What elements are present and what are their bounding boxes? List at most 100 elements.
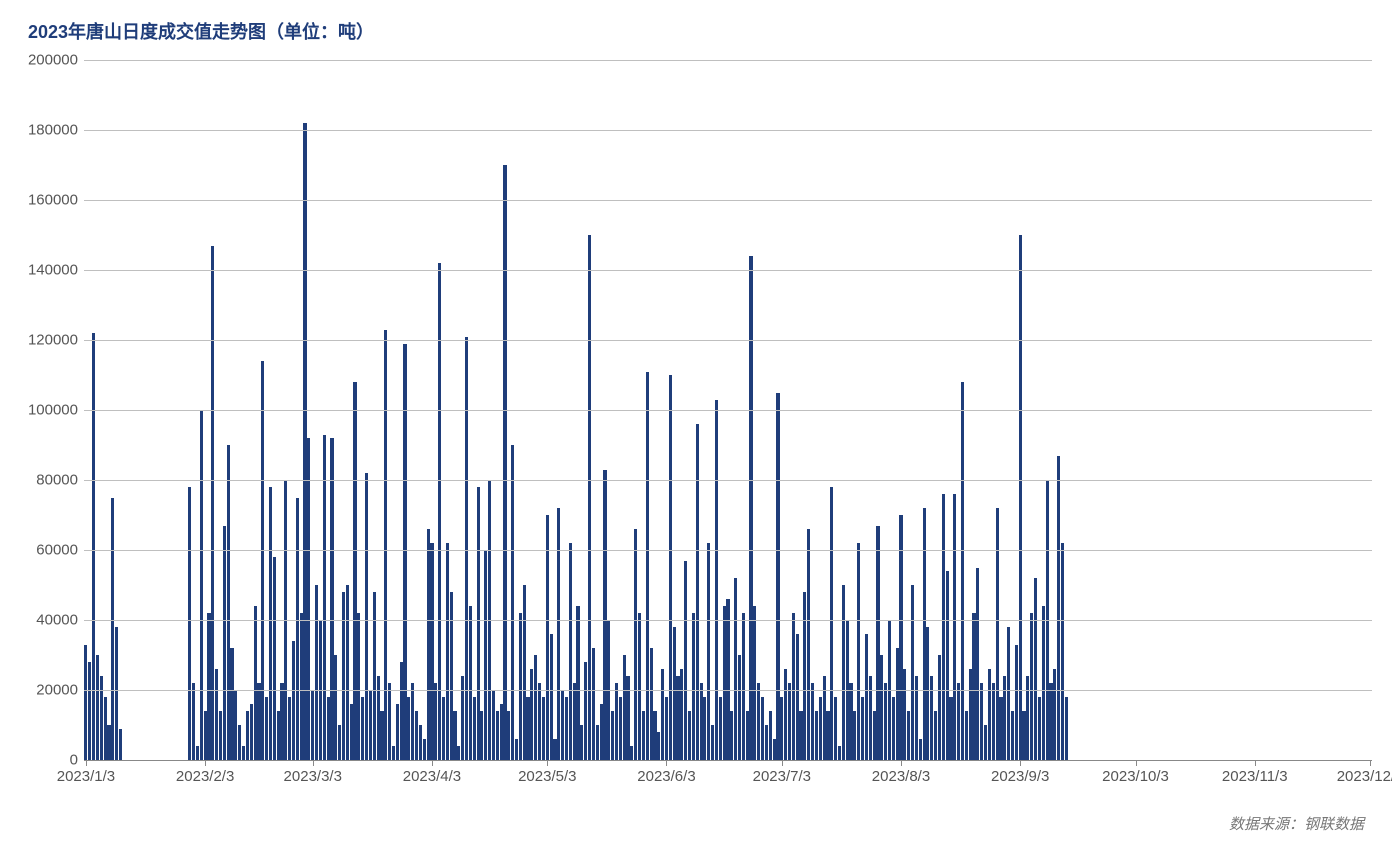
bar	[511, 445, 514, 760]
bar	[1049, 683, 1052, 760]
bar	[469, 606, 472, 760]
bar	[642, 711, 645, 760]
bar	[415, 711, 418, 760]
gridline	[84, 200, 1372, 201]
bar	[515, 739, 518, 760]
bar	[596, 725, 599, 760]
bar	[899, 515, 902, 760]
bar	[603, 470, 606, 761]
y-axis-label: 180000	[28, 122, 84, 139]
bar	[961, 382, 964, 760]
x-axis-label: 2023/2/3	[176, 760, 234, 785]
bar	[465, 337, 468, 761]
data-source-label: 数据来源：钢联数据	[1229, 813, 1364, 834]
bar	[838, 746, 841, 760]
bar	[576, 606, 579, 760]
bar	[480, 711, 483, 760]
bar	[561, 690, 564, 760]
bar	[1030, 613, 1033, 760]
bar	[592, 648, 595, 760]
bar	[630, 746, 633, 760]
bar	[1061, 543, 1064, 760]
bar	[211, 246, 214, 761]
bar	[926, 627, 929, 760]
bar	[496, 711, 499, 760]
bar	[327, 697, 330, 760]
bar	[811, 683, 814, 760]
bar	[1053, 669, 1056, 760]
bar	[907, 711, 910, 760]
bar	[823, 676, 826, 760]
gridline	[84, 60, 1372, 61]
bar	[799, 711, 802, 760]
bar	[242, 746, 245, 760]
bar	[269, 487, 272, 760]
bar	[873, 711, 876, 760]
bar	[477, 487, 480, 760]
bar	[734, 578, 737, 760]
bar	[265, 697, 268, 760]
bar	[411, 683, 414, 760]
bar	[746, 711, 749, 760]
bar	[553, 739, 556, 760]
bar	[957, 683, 960, 760]
bar	[861, 697, 864, 760]
bar	[849, 683, 852, 760]
bar	[346, 585, 349, 760]
bar	[742, 613, 745, 760]
bar	[807, 529, 810, 760]
gridline	[84, 760, 1372, 761]
bar	[696, 424, 699, 760]
bar	[523, 585, 526, 760]
bar	[757, 683, 760, 760]
bar	[646, 372, 649, 761]
bar	[930, 676, 933, 760]
bar	[946, 571, 949, 760]
bar	[215, 669, 218, 760]
bar	[557, 508, 560, 760]
bar	[373, 592, 376, 760]
bar	[392, 746, 395, 760]
bar	[726, 599, 729, 760]
x-axis-label: 2023/7/3	[753, 760, 811, 785]
x-axis-label: 2023/1/3	[57, 760, 115, 785]
bar	[634, 529, 637, 760]
gridline	[84, 620, 1372, 621]
bar	[584, 662, 587, 760]
x-axis-label: 2023/3/3	[284, 760, 342, 785]
bar	[280, 683, 283, 760]
bar	[188, 487, 191, 760]
bar	[796, 634, 799, 760]
bar	[980, 683, 983, 760]
bar	[534, 655, 537, 760]
bar	[669, 375, 672, 760]
bar	[457, 746, 460, 760]
bar	[769, 711, 772, 760]
bar	[246, 711, 249, 760]
bar	[773, 739, 776, 760]
y-axis-label: 80000	[36, 472, 84, 489]
bar	[257, 683, 260, 760]
bar	[288, 697, 291, 760]
bar	[826, 711, 829, 760]
bar	[396, 704, 399, 760]
bar	[430, 543, 433, 760]
bar	[300, 613, 303, 760]
bar	[307, 438, 310, 760]
bar	[719, 697, 722, 760]
bar	[296, 498, 299, 761]
bar	[673, 627, 676, 760]
bar	[219, 711, 222, 760]
bar	[261, 361, 264, 760]
bar	[715, 400, 718, 761]
bar	[377, 676, 380, 760]
bar	[450, 592, 453, 760]
bar	[723, 606, 726, 760]
x-axis-label: 2023/6/3	[637, 760, 695, 785]
bar	[865, 634, 868, 760]
bar	[365, 473, 368, 760]
gridline	[84, 690, 1372, 691]
gridline	[84, 480, 1372, 481]
bar	[88, 662, 91, 760]
bar	[342, 592, 345, 760]
